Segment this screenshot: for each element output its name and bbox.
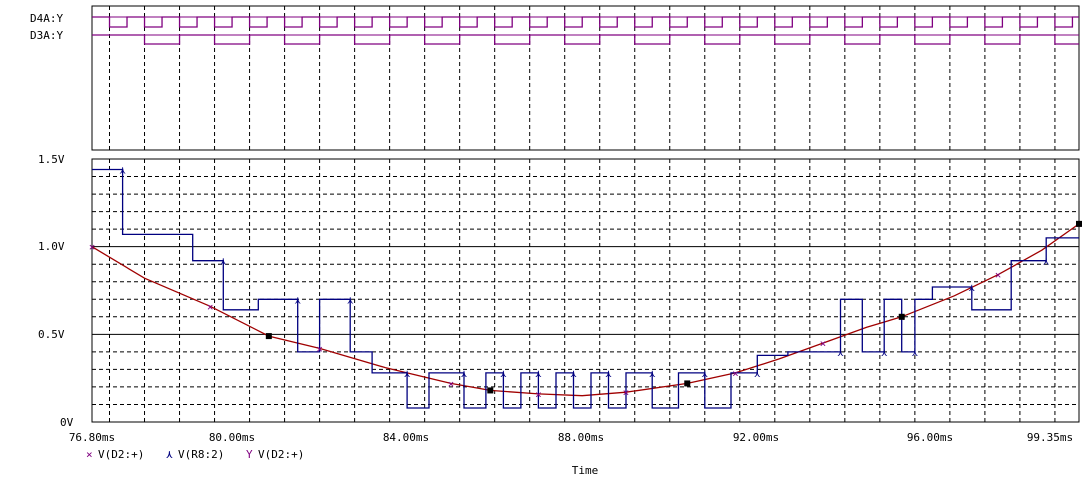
digital-signal-label-1: D4A:Y xyxy=(30,12,63,25)
x-tick-label: 80.00ms xyxy=(209,431,255,444)
series-marker-x: × xyxy=(316,342,323,355)
series-marker-wedge: ⋏ xyxy=(119,166,127,177)
x-tick-label: 99.35ms xyxy=(1027,431,1073,444)
series-marker-x: × xyxy=(448,377,455,390)
data-square-marker xyxy=(898,313,905,320)
analog-traces xyxy=(91,168,1080,409)
y-tick-label: 0V xyxy=(60,416,74,429)
y-tick-label: 1.0V xyxy=(38,240,65,253)
digital-grid xyxy=(109,6,1056,150)
x-tick-label: 84.00ms xyxy=(383,431,429,444)
series-marker-wedge: ⋏ xyxy=(460,369,468,380)
series-line-r8 xyxy=(92,168,1079,409)
analog-grid xyxy=(92,159,1079,422)
series-marker-wedge: ⋏ xyxy=(648,369,656,380)
series-marker-x: × xyxy=(535,388,542,401)
legend-label-1: V(D2:+) xyxy=(98,448,144,461)
series-marker-x: × xyxy=(207,300,214,313)
series-marker-wedge: ⋏ xyxy=(911,348,919,359)
analog-markers: ×××××××××××⋏⋏⋏⋏⋏⋏⋏⋏⋏⋏⋏⋏⋏⋏⋏⋏⋏⋏ xyxy=(89,166,1083,401)
series-marker-wedge: ⋏ xyxy=(219,257,227,268)
series-marker-wedge: ⋏ xyxy=(604,369,612,380)
series-marker-wedge: ⋏ xyxy=(403,369,411,380)
data-square-marker xyxy=(265,333,272,340)
series-marker-x: × xyxy=(995,269,1002,282)
digital-traces xyxy=(92,16,1079,45)
x-axis-title: Time xyxy=(572,464,599,477)
legend-label-2: V(R8:2) xyxy=(178,448,224,461)
series-marker-wedge: ⋏ xyxy=(753,369,761,380)
legend-marker-y: Y xyxy=(246,448,253,461)
legend-marker-x: × xyxy=(86,448,93,461)
analog-panel-frame xyxy=(91,158,1080,423)
x-tick-label: 76.80ms xyxy=(69,431,115,444)
series-marker-wedge: ⋏ xyxy=(880,348,888,359)
digital-trace xyxy=(92,34,1079,45)
data-square-marker xyxy=(1076,220,1082,227)
y-tick-label: 1.5V xyxy=(38,153,65,166)
series-marker-x: × xyxy=(89,241,96,254)
series-marker-wedge: ⋏ xyxy=(534,369,542,380)
x-tick-label: 92.00ms xyxy=(733,431,779,444)
series-marker-wedge: ⋏ xyxy=(346,295,354,306)
x-tick-label: 96.00ms xyxy=(907,431,953,444)
digital-trace xyxy=(92,16,1079,28)
series-marker-x: × xyxy=(732,367,739,380)
series-marker-wedge: ⋏ xyxy=(701,369,709,380)
series-marker-wedge: ⋏ xyxy=(1042,257,1050,268)
data-square-marker xyxy=(487,387,494,394)
legend-marker-wedge: ⋏ xyxy=(165,448,173,461)
series-marker-x: × xyxy=(820,337,827,350)
digital-panel-frame xyxy=(91,5,1080,151)
series-marker-x: × xyxy=(623,386,630,399)
digital-signal-label-2: D3A:Y xyxy=(30,29,63,42)
series-marker-wedge: ⋏ xyxy=(294,295,302,306)
series-marker-wedge: ⋏ xyxy=(499,369,507,380)
series-marker-wedge: ⋏ xyxy=(836,348,844,359)
series-marker-wedge: ⋏ xyxy=(968,283,976,294)
series-marker-wedge: ⋏ xyxy=(569,369,577,380)
legend-label-3: V(D2:+) xyxy=(258,448,304,461)
y-tick-label: 0.5V xyxy=(38,328,65,341)
data-square-marker xyxy=(684,380,691,387)
x-tick-label: 88.00ms xyxy=(558,431,604,444)
